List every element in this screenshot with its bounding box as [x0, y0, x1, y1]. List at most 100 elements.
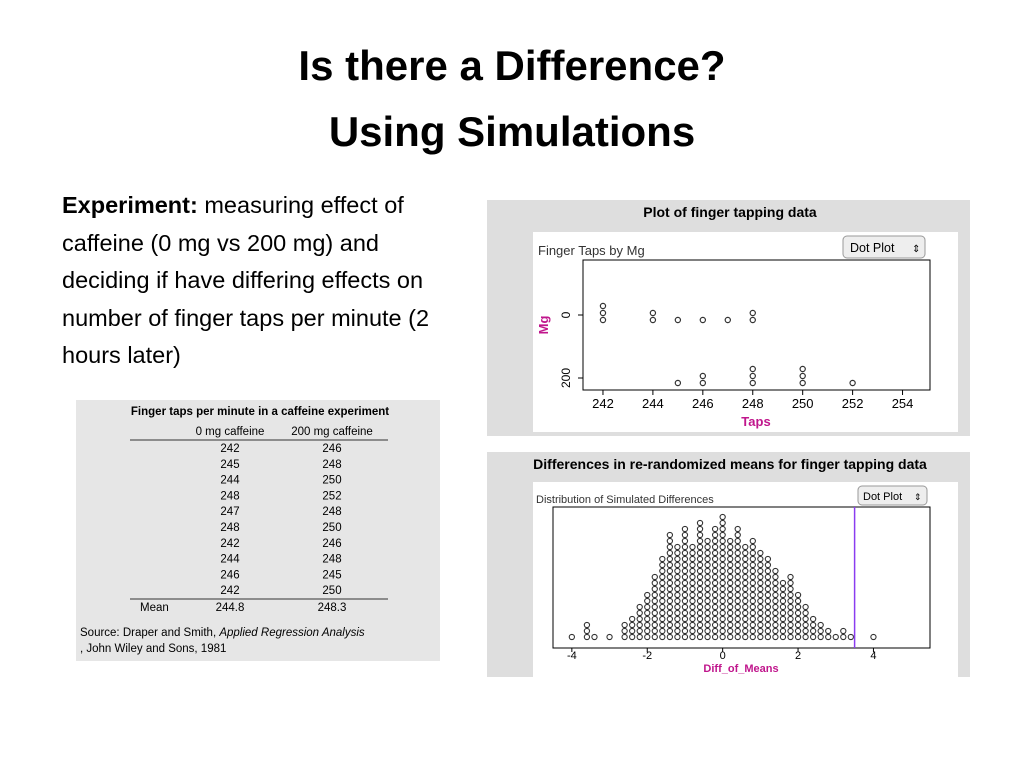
- panel-title: Plot of finger tapping data: [643, 204, 817, 220]
- dot: [674, 543, 681, 551]
- dot: [764, 603, 772, 611]
- dot: [779, 597, 787, 605]
- x-tick-label: 2: [795, 650, 801, 662]
- dot: [734, 573, 741, 581]
- dot: [727, 579, 734, 587]
- dot: [704, 561, 711, 569]
- dot: [659, 615, 666, 623]
- dot: [742, 609, 749, 617]
- dot: [689, 567, 696, 575]
- dot: [636, 603, 643, 611]
- table-title: Finger taps per minute in a caffeine exp…: [131, 406, 389, 418]
- experiment-body: measuring effect of caffeine (0 mg vs 20…: [62, 192, 430, 368]
- dropdown[interactable]: [857, 485, 928, 506]
- dot: [719, 591, 726, 599]
- dropdown-arrow[interactable]: ⇕: [912, 244, 920, 255]
- dropdown-arrow[interactable]: ⇕: [914, 492, 922, 502]
- table-cell: 252: [322, 490, 341, 502]
- dot: [787, 621, 794, 629]
- dot: [719, 561, 726, 569]
- dot: [704, 549, 711, 557]
- dot: [659, 561, 666, 569]
- dot: [651, 585, 658, 593]
- dot: [742, 597, 749, 605]
- dot: [719, 627, 726, 635]
- dot: [711, 549, 719, 557]
- dot: [749, 585, 756, 593]
- dot: [674, 603, 681, 611]
- dot: [764, 609, 772, 617]
- dot: [772, 591, 779, 599]
- dot: [704, 579, 711, 587]
- dropdown-label[interactable]: Dot Plot: [850, 241, 895, 255]
- dot: [764, 555, 772, 563]
- dot: [699, 379, 707, 387]
- dropdown[interactable]: [842, 235, 926, 259]
- dot: [742, 621, 749, 629]
- dot: [674, 555, 681, 563]
- dot: [666, 531, 674, 539]
- dot: [742, 585, 749, 593]
- dot: [757, 609, 764, 617]
- table-cell: 242: [220, 538, 239, 550]
- dot: [666, 627, 674, 635]
- dot: [649, 309, 657, 317]
- dropdown-label[interactable]: Dot Plot: [863, 491, 902, 503]
- dot: [659, 579, 666, 587]
- dot: [689, 597, 696, 605]
- dot: [719, 525, 726, 533]
- dot: [666, 555, 674, 563]
- dot: [696, 621, 704, 629]
- dot: [704, 585, 711, 593]
- dot: [719, 579, 726, 587]
- dot: [666, 543, 674, 551]
- dot: [689, 633, 696, 641]
- dot: [711, 585, 719, 593]
- dot: [711, 561, 719, 569]
- dot: [719, 543, 726, 551]
- dot: [764, 567, 772, 575]
- table-cell: 248: [322, 459, 341, 471]
- experiment-text: Experiment: measuring effect of caffeine…: [62, 187, 462, 375]
- dot: [742, 567, 749, 575]
- dot: [757, 561, 764, 569]
- dot: [689, 543, 696, 551]
- dot: [764, 621, 772, 629]
- source-part: Applied Regression Analysis: [218, 627, 365, 639]
- dot: [666, 591, 674, 599]
- dot: [779, 615, 787, 623]
- dot: [704, 597, 711, 605]
- dot: [727, 627, 734, 635]
- dot: [772, 597, 779, 605]
- y-tick-label: 200: [559, 368, 573, 388]
- dot: [599, 302, 607, 310]
- dot: [742, 579, 749, 587]
- dot: [689, 573, 696, 581]
- dot: [711, 627, 719, 635]
- dot: [674, 591, 681, 599]
- dot: [666, 615, 674, 623]
- dot: [681, 591, 689, 599]
- dot: [696, 543, 704, 551]
- dot: [719, 633, 726, 641]
- dot: [742, 555, 749, 563]
- dot: [644, 633, 651, 641]
- dot: [681, 579, 689, 587]
- dot: [787, 615, 794, 623]
- dot: [749, 621, 756, 629]
- dot: [636, 609, 643, 617]
- y-axis-label: Mg: [536, 316, 551, 335]
- dot: [568, 633, 575, 641]
- dot: [666, 621, 674, 629]
- plot-bg: [533, 232, 958, 432]
- dot: [794, 603, 802, 611]
- dot: [749, 597, 756, 605]
- dot: [764, 633, 772, 641]
- dot: [696, 579, 704, 587]
- dot: [674, 379, 682, 387]
- dot: [742, 561, 749, 569]
- dot: [742, 549, 749, 557]
- dot: [651, 621, 658, 629]
- dot: [719, 531, 726, 539]
- x-tick-label: -4: [567, 650, 577, 662]
